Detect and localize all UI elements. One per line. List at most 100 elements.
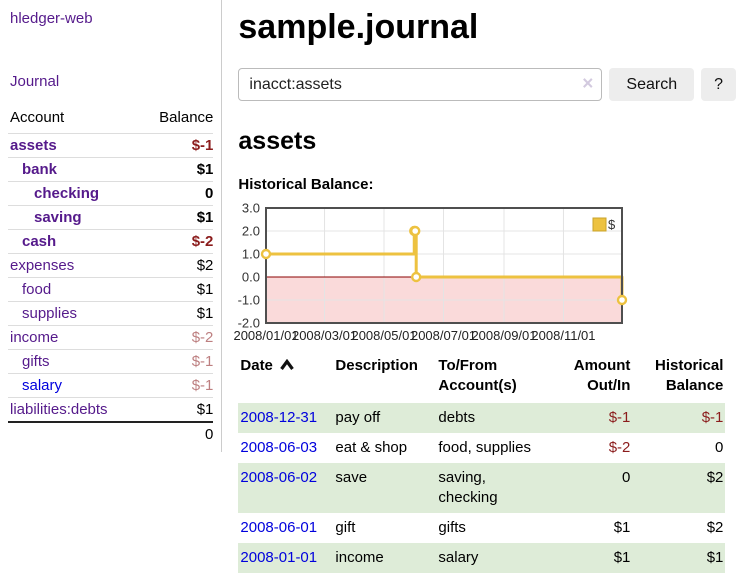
transaction-description: eat & shop [335, 438, 408, 456]
transaction-accounts: gifts [438, 518, 466, 536]
register-row: 2008-06-03 eat & shop food, supplies $-2 0 [238, 433, 725, 463]
accounts-table: Account Balance assets $-1 bank $1 checking 0… [8, 107, 214, 446]
register-row: 2008-12-31 pay off debts $-1 $-1 [238, 402, 726, 433]
transaction-date-link[interactable]: 2008-06-01 [240, 518, 318, 536]
svg-text:-2.0: -2.0 [238, 316, 260, 331]
transaction-date-link[interactable]: 2008-12-31 [240, 408, 318, 426]
search-box: × [238, 68, 603, 101]
transaction-accounts: debts [438, 408, 476, 426]
sidebar-account-cash[interactable]: cash [22, 233, 57, 250]
account-row: bank $1 [8, 157, 214, 182]
sidebar-account-saving[interactable]: saving [34, 209, 82, 226]
account-balance: $1 [139, 277, 214, 302]
svg-text:$: $ [608, 217, 616, 232]
sidebar-account-expenses[interactable]: expenses [10, 257, 75, 274]
sidebar-account-food[interactable]: food [22, 281, 52, 298]
register-header-date-label: Date [240, 357, 273, 374]
account-balance: $2 [139, 253, 214, 278]
transaction-date-cell: 2008-06-01 [238, 513, 333, 543]
register-header-description: Description [335, 357, 418, 374]
account-balance: $-2 [139, 325, 214, 350]
transaction-amount: $-1 [608, 408, 631, 426]
transaction-date-link[interactable]: 2008-06-03 [240, 438, 318, 456]
search-input[interactable] [238, 68, 603, 101]
svg-text:2008/07/01: 2008/07/01 [411, 328, 476, 343]
account-heading: assets [238, 127, 317, 155]
sidebar-account-salary[interactable]: salary [22, 377, 63, 394]
account-row: supplies $1 [8, 301, 214, 326]
accounts-total-row: 0 [8, 421, 214, 446]
transaction-description: gift [335, 518, 356, 536]
journal-link[interactable]: Journal [10, 73, 60, 90]
account-row: liabilities:debts $1 [8, 397, 214, 422]
register-table: Date Description To/From Account(s) Amou… [238, 356, 726, 573]
transaction-balance: $2 [706, 468, 724, 486]
brand: hledger-web [10, 10, 213, 27]
account-balance: $-2 [139, 229, 214, 254]
transaction-date-cell: 2008-06-02 [238, 463, 333, 513]
account-balance: $1 [139, 397, 214, 422]
sidebar-account-bank[interactable]: bank [22, 161, 58, 178]
transaction-amount: 0 [622, 468, 631, 486]
transaction-balance: $2 [706, 518, 724, 536]
transaction-accounts: salary [438, 548, 479, 566]
account-name-cell: income [8, 325, 140, 350]
svg-text:0.0: 0.0 [242, 270, 260, 285]
account-balance: $1 [139, 205, 214, 230]
register-row: 2008-01-01 income salary $1 $1 [238, 542, 726, 573]
svg-text:1.0: 1.0 [242, 247, 260, 262]
svg-text:2.0: 2.0 [242, 224, 260, 239]
account-name-cell: supplies [8, 301, 140, 326]
transaction-date-link[interactable]: 2008-01-01 [240, 548, 318, 566]
sort-ascending-icon [280, 358, 294, 370]
chart-canvas: 3.0 2.0 1.0 0.0 -1.0 -2.02008/01/012008/03/01… [234, 201, 628, 343]
transaction-date-link[interactable]: 2008-06-02 [240, 468, 318, 486]
account-name-cell: expenses [8, 253, 140, 278]
transaction-date-cell: 2008-06-03 [238, 433, 333, 463]
accounts-header-row: Account Balance [8, 107, 213, 134]
sidebar-account-income[interactable]: income [10, 329, 59, 346]
account-name-cell: salary [8, 373, 140, 398]
svg-text:-1.0: -1.0 [238, 293, 260, 308]
register-row: 2008-06-02 save saving, checking 0 $2 [238, 462, 726, 513]
account-row: saving $1 [8, 205, 214, 230]
svg-text:2008/09/01: 2008/09/01 [472, 328, 537, 343]
account-name-cell: bank [8, 157, 140, 182]
clear-search-icon[interactable]: × [582, 73, 594, 95]
account-row: assets $-1 [8, 133, 214, 158]
sidebar-account-liabilities-debts[interactable]: liabilities:debts [10, 401, 108, 418]
journal-nav: Journal [10, 73, 213, 90]
account-balance: $1 [139, 157, 214, 182]
sidebar-account-gifts[interactable]: gifts [22, 353, 50, 370]
transaction-accounts: food, supplies [438, 438, 531, 456]
account-name-cell: saving [8, 205, 140, 230]
register-header-date[interactable]: Date [238, 356, 333, 403]
account-balance: 0 [139, 181, 214, 206]
accounts-total-spacer [8, 421, 140, 446]
sidebar-account-supplies[interactable]: supplies [22, 305, 78, 322]
historical-balance-chart: 3.0 2.0 1.0 0.0 -1.0 -2.0 2008/01/01 2008/03/01… [234, 198, 736, 346]
account-balance: $-1 [139, 349, 214, 374]
register-header-amount: Amount Out/In [573, 357, 631, 394]
account-row: expenses $2 [8, 253, 214, 278]
search-button[interactable]: Search [609, 68, 695, 101]
account-name-cell: gifts [8, 349, 140, 374]
svg-text:2008/01/01: 2008/01/01 [234, 328, 299, 343]
main-content: sample.journal × Search ? assets Histori… [222, 0, 742, 573]
sidebar-account-checking[interactable]: checking [34, 185, 100, 202]
transaction-description: pay off [335, 408, 381, 426]
page-title: sample.journal [238, 8, 479, 46]
svg-text:3.0: 3.0 [242, 201, 260, 216]
account-row: salary $-1 [8, 373, 214, 398]
help-button[interactable]: ? [701, 68, 736, 101]
sidebar-account-assets[interactable]: assets [10, 137, 57, 154]
account-balance: $1 [139, 301, 214, 326]
transaction-amount: $-2 [608, 438, 631, 456]
account-name-cell: liabilities:debts [8, 397, 140, 422]
account-balance: $-1 [139, 373, 214, 398]
register-header-accounts: To/From Account(s) [438, 357, 517, 394]
svg-text:2008/05/01: 2008/05/01 [352, 328, 417, 343]
app-title-link[interactable]: hledger-web [10, 10, 93, 27]
account-row: cash $-2 [8, 229, 214, 254]
